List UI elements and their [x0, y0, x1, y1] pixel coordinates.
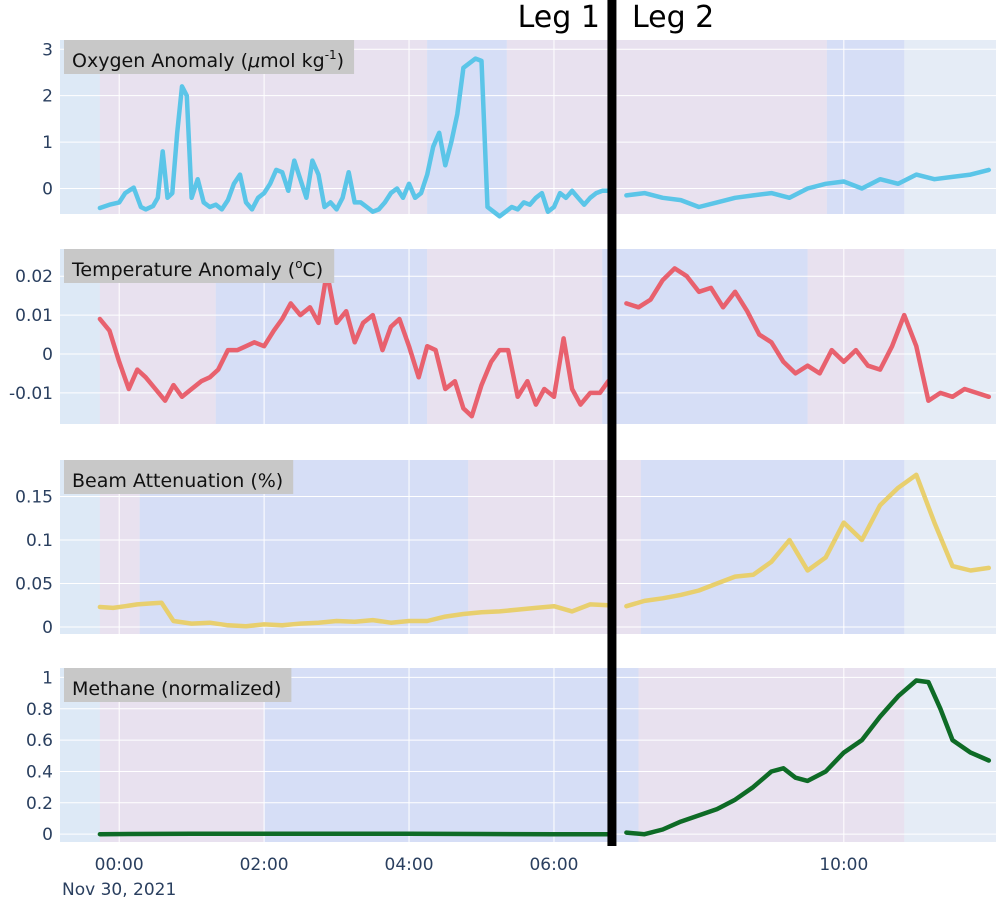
x-axis: 00:00 02:00 04:00 06:00 10:00 Nov 30, 2021: [62, 855, 868, 900]
y-tick-label: 0.6: [26, 731, 53, 751]
panel-title: Beam Attenuation (%): [64, 460, 294, 494]
y-tick-label: 1: [42, 133, 53, 153]
series-line-segment-2: [624, 472, 992, 609]
y-tick-label: 0: [42, 618, 53, 638]
series-line-segment-2: [624, 167, 992, 210]
y-tick-label: 0: [42, 345, 53, 365]
panel-title-text: Methane (normalized): [72, 678, 281, 700]
panel-title: Temperature Anomaly (oC): [64, 249, 335, 283]
y-tick-label: 0.01: [15, 306, 53, 326]
shaded-region: [602, 249, 808, 424]
panel-4: 0 0.2 0.4 0.6 0.8 1 Methane (normalized): [26, 668, 996, 845]
leg-2-label: Leg 2: [632, 0, 714, 35]
series-line-segment-2: [624, 678, 992, 837]
series-line-segment-1: [97, 270, 611, 419]
series-line-segment-1: [97, 831, 611, 837]
y-tick-label: 0.1: [26, 531, 53, 551]
y-tick-label: 0: [42, 825, 53, 845]
series-line-segment-2: [624, 266, 992, 403]
x-tick-label: 10:00: [819, 855, 868, 875]
x-tick-label: 04:00: [385, 855, 434, 875]
shaded-region: [264, 668, 639, 842]
title-rest: C): [303, 259, 324, 281]
shaded-region: [638, 668, 905, 842]
panel-3: 0 0.05 0.1 0.15 Beam Attenuation (%): [15, 460, 996, 638]
title-superscript: -1: [325, 48, 337, 62]
series-line-segment-1: [97, 56, 611, 219]
shaded-region: [640, 460, 905, 634]
x-tick-label: 02:00: [240, 855, 289, 875]
y-tick-label: 1: [42, 668, 53, 688]
panel-title-box: [64, 460, 294, 494]
y-tick-label: 2: [42, 87, 53, 107]
y-tick-label: 0.8: [26, 700, 53, 720]
panels: 0 1 2 3 Oxygen Anomaly (μmol kg-1) -0.01 0 0.01…: [9, 40, 996, 845]
panel-2: -0.01 0 0.01 0.02 Temperature Anomaly (oC): [9, 249, 996, 424]
x-tick-label: 06:00: [529, 855, 578, 875]
shaded-region: [427, 40, 507, 214]
panel-title-box: [64, 40, 355, 74]
panel-title-text: Oxygen Anomaly (μmol kg-1): [72, 48, 344, 72]
shaded-region: [506, 40, 827, 214]
title-rest: mol kg: [260, 50, 325, 72]
y-tick-label: 3: [42, 40, 53, 60]
title-degree: o: [295, 257, 302, 271]
leg-1-label: Leg 1: [518, 0, 600, 35]
y-tick-label: 0.15: [15, 488, 53, 508]
panel-title: Methane (normalized): [64, 668, 292, 702]
title-close: ): [337, 50, 344, 72]
y-tick-label: 0.2: [26, 794, 53, 814]
panel-title: Oxygen Anomaly (μmol kg-1): [64, 40, 355, 74]
title-main: Oxygen Anomaly (: [72, 50, 248, 72]
y-tick-label: -0.01: [9, 384, 53, 404]
y-tick-label: 0.02: [15, 267, 53, 287]
x-tick-label: 00:00: [95, 855, 144, 875]
shaded-region: [807, 249, 905, 424]
title-main: Temperature Anomaly (: [71, 259, 295, 281]
title-main: Methane (normalized): [72, 678, 281, 700]
y-tick-label: 0.05: [15, 575, 53, 595]
x-date-label: Nov 30, 2021: [62, 880, 176, 900]
title-mu: μ: [247, 50, 260, 72]
panel-title-text: Temperature Anomaly (oC): [71, 257, 323, 281]
panel-title-text: Beam Attenuation (%): [72, 470, 283, 492]
panel-1: 0 1 2 3 Oxygen Anomaly (μmol kg-1): [42, 40, 996, 219]
y-tick-label: 0.4: [26, 762, 53, 782]
series-line-segment-1: [97, 600, 611, 629]
panel-title-box: [64, 668, 292, 702]
title-main: Beam Attenuation (%): [72, 470, 283, 492]
panel-title-box: [64, 249, 335, 283]
y-tick-label: 0: [42, 179, 53, 199]
